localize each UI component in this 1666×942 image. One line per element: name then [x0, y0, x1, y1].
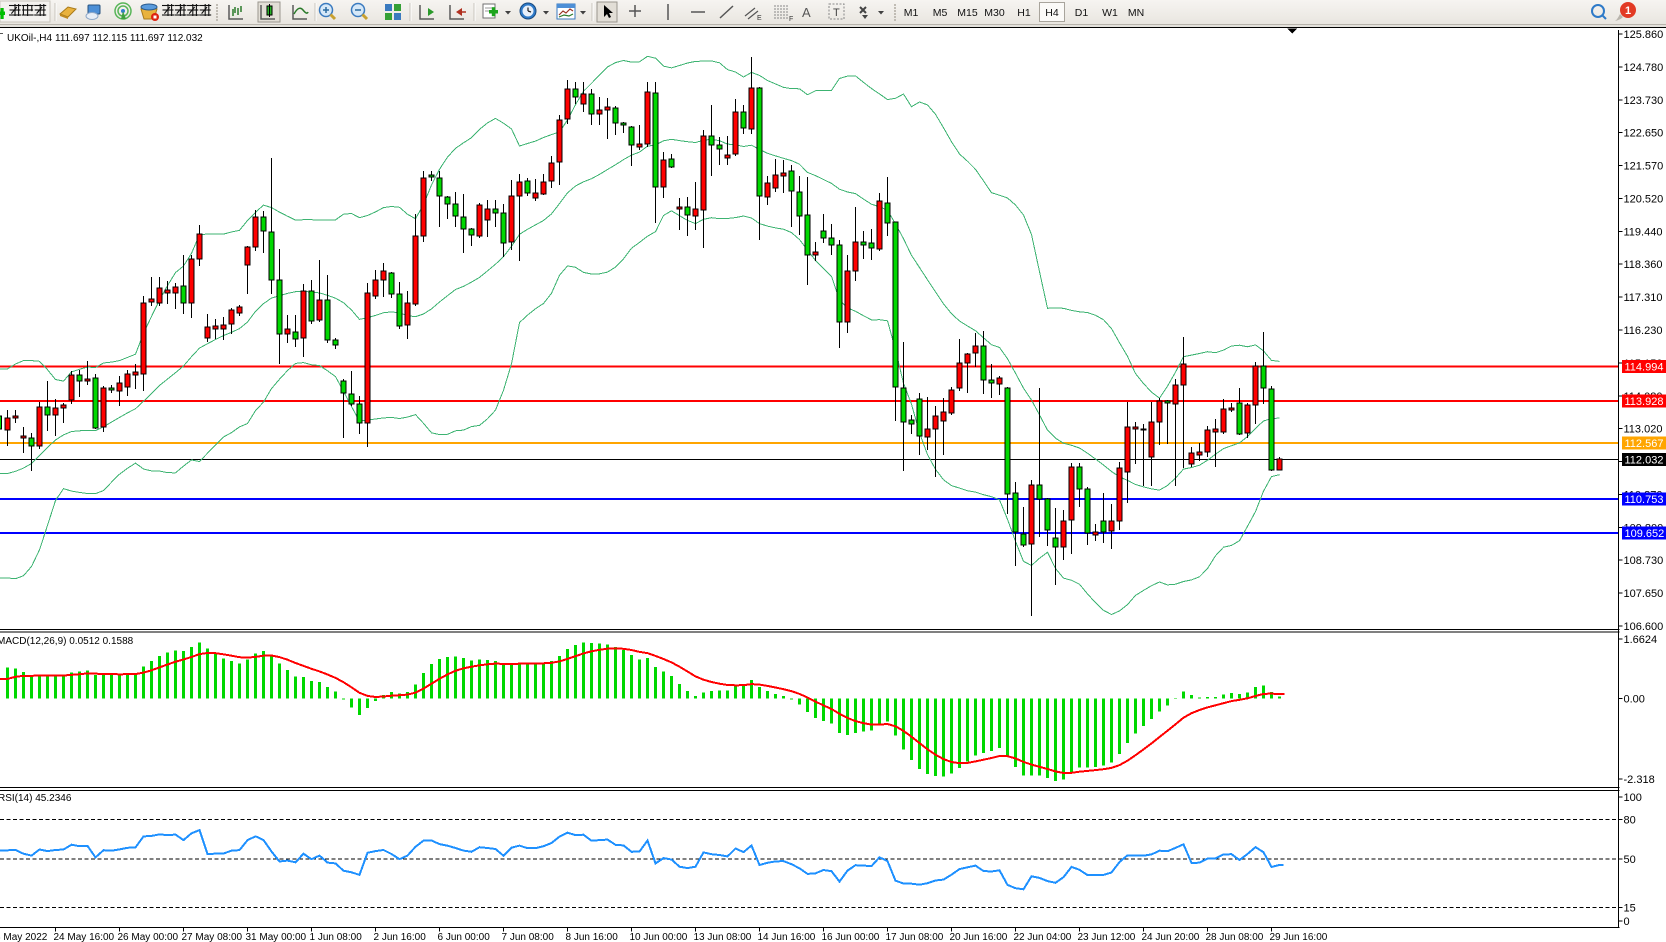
svg-text:14 Jun 16:00: 14 Jun 16:00: [758, 932, 816, 942]
svg-text:117.310: 117.310: [1624, 292, 1663, 304]
svg-text:E: E: [757, 15, 762, 22]
svg-text:15: 15: [1624, 903, 1636, 915]
svg-text:118.360: 118.360: [1624, 259, 1663, 271]
svg-text:1: 1: [1625, 5, 1631, 17]
svg-text:24 May 16:00: 24 May 16:00: [54, 932, 115, 942]
svg-text:W1: W1: [1102, 7, 1118, 19]
svg-text:80: 80: [1624, 815, 1636, 827]
svg-text:10 Jun 00:00: 10 Jun 00:00: [630, 932, 688, 942]
svg-text:0.00: 0.00: [1624, 694, 1645, 706]
svg-text:113.928: 113.928: [1625, 396, 1664, 408]
svg-text:A: A: [802, 5, 811, 20]
svg-text:16 Jun 00:00: 16 Jun 00:00: [822, 932, 880, 942]
svg-text:107.650: 107.650: [1624, 588, 1664, 600]
svg-text:22 Jun 04:00: 22 Jun 04:00: [1014, 932, 1072, 942]
svg-text:MACD(12,26,9) 0.0512 0.1588: MACD(12,26,9) 0.0512 0.1588: [0, 636, 134, 647]
svg-text:H4: H4: [1045, 7, 1059, 19]
svg-text:110.753: 110.753: [1625, 494, 1664, 506]
svg-text:119.440: 119.440: [1624, 226, 1663, 238]
svg-text:MN: MN: [1128, 7, 1144, 19]
svg-text:H1: H1: [1017, 7, 1031, 19]
svg-text:116.230: 116.230: [1624, 325, 1663, 337]
svg-text:108.730: 108.730: [1624, 555, 1664, 567]
svg-text:121.570: 121.570: [1624, 161, 1664, 173]
svg-text:D1: D1: [1075, 7, 1089, 19]
svg-text:50: 50: [1624, 854, 1636, 866]
svg-text:23 Jun 12:00: 23 Jun 12:00: [1078, 932, 1136, 942]
svg-text:112.032: 112.032: [1625, 455, 1664, 467]
svg-text:125.860: 125.860: [1624, 29, 1664, 41]
svg-text:M30: M30: [984, 7, 1005, 19]
svg-text:122.650: 122.650: [1624, 128, 1664, 140]
svg-text:M1: M1: [904, 7, 919, 19]
svg-text:31 May 00:00: 31 May 00:00: [246, 932, 307, 942]
svg-text:112.567: 112.567: [1625, 438, 1664, 450]
svg-text:6 Jun 00:00: 6 Jun 00:00: [438, 932, 491, 942]
svg-text:T: T: [833, 7, 840, 19]
svg-text:1.6624: 1.6624: [1624, 634, 1658, 646]
svg-text:26 May 00:00: 26 May 00:00: [118, 932, 179, 942]
svg-text:20 Jun 16:00: 20 Jun 16:00: [950, 932, 1008, 942]
svg-text:2 Jun 16:00: 2 Jun 16:00: [374, 932, 427, 942]
svg-text:13 Jun 08:00: 13 Jun 08:00: [694, 932, 752, 942]
svg-text:28 Jun 08:00: 28 Jun 08:00: [1206, 932, 1264, 942]
svg-text:24 Jun 20:00: 24 Jun 20:00: [1142, 932, 1200, 942]
svg-text:113.020: 113.020: [1624, 424, 1663, 436]
svg-text:123.730: 123.730: [1624, 95, 1664, 107]
svg-text:0: 0: [1624, 916, 1630, 928]
svg-text:RSI(14) 45.2346: RSI(14) 45.2346: [0, 793, 72, 804]
svg-text:114.994: 114.994: [1625, 362, 1664, 374]
svg-text:106.600: 106.600: [1624, 621, 1664, 633]
svg-text:111.697 112.115 111.697 112.03: 111.697 112.115 111.697 112.032: [55, 33, 203, 44]
svg-text:UKOil-,H4: UKOil-,H4: [7, 33, 52, 44]
svg-text:100: 100: [1624, 792, 1642, 804]
svg-text:M5: M5: [933, 7, 948, 19]
svg-text:7 Jun 08:00: 7 Jun 08:00: [502, 932, 555, 942]
svg-text:109.652: 109.652: [1625, 528, 1665, 540]
svg-text:27 May 08:00: 27 May 08:00: [182, 932, 243, 942]
svg-text:124.780: 124.780: [1624, 62, 1664, 74]
svg-text:29 Jun 16:00: 29 Jun 16:00: [1270, 932, 1328, 942]
svg-text:120.520: 120.520: [1624, 193, 1664, 205]
svg-text:17 Jun 08:00: 17 Jun 08:00: [886, 932, 944, 942]
svg-text:F: F: [789, 16, 793, 23]
svg-text:23 May 2022: 23 May 2022: [0, 932, 48, 942]
svg-text:-2.318: -2.318: [1624, 774, 1655, 786]
svg-text:M15: M15: [957, 7, 978, 19]
svg-text:8 Jun 16:00: 8 Jun 16:00: [566, 932, 619, 942]
svg-text:1 Jun 08:00: 1 Jun 08:00: [310, 932, 363, 942]
